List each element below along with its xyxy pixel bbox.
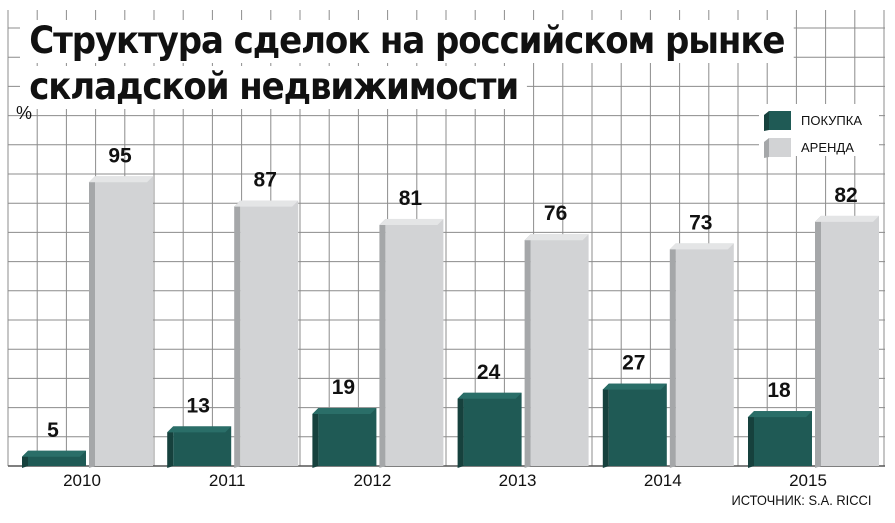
- bar-purchase-top: [748, 411, 812, 418]
- x-tick-label-background: [782, 469, 834, 491]
- bar-rent-side: [815, 215, 821, 468]
- bar-purchase-top: [167, 426, 232, 433]
- bar-rent-side: [234, 200, 241, 468]
- data-label-purchase: 24: [477, 361, 501, 384]
- bar-rent-top: [89, 176, 153, 183]
- data-labels: 5 95 13 87 19 81 24 76 27 73 18 82: [47, 144, 858, 442]
- x-tick-label-background: [491, 469, 544, 491]
- bar-rent-top: [234, 200, 299, 207]
- bar-purchase-top: [602, 383, 667, 390]
- data-label-purchase: 18: [767, 379, 791, 402]
- x-tick-label: 2015: [789, 471, 827, 490]
- data-label-purchase: 5: [47, 419, 59, 442]
- bar-rent-side: [379, 218, 386, 468]
- bar-rent-front: [530, 234, 589, 466]
- bar-rent-top: [524, 234, 589, 241]
- legend-label: АРЕНДА: [801, 140, 854, 155]
- legend-label: ПОКУПКА: [801, 113, 862, 128]
- x-tick-label-background: [56, 469, 108, 491]
- x-tick-label-background: [636, 469, 689, 491]
- bar-rent-front: [675, 243, 734, 466]
- bar-purchase-front: [754, 411, 812, 466]
- bar-rent-top: [669, 243, 734, 250]
- legend-swatch-side: [764, 138, 769, 158]
- bar-rent-front: [821, 215, 879, 466]
- data-label-purchase: 19: [332, 376, 355, 399]
- bar-rent-front: [240, 200, 299, 466]
- chart-title-line-2: складской недвижимости: [20, 66, 528, 109]
- bar-purchase-side: [748, 411, 754, 468]
- x-tick-label: 2013: [499, 471, 537, 490]
- data-label-rent: 76: [544, 202, 567, 225]
- bar-rent-side: [524, 234, 531, 468]
- data-label-rent: 81: [399, 187, 423, 210]
- data-label-rent: 82: [834, 184, 857, 207]
- bar-rent-side: [89, 176, 95, 468]
- bar-rent-front: [385, 218, 444, 466]
- y-axis-unit-label: %: [16, 103, 33, 123]
- bar-purchase-side: [457, 392, 464, 468]
- x-tick-label: 2010: [63, 471, 101, 490]
- bar-purchase-side: [602, 383, 609, 468]
- data-label-purchase: 13: [187, 394, 210, 417]
- bars: [22, 176, 879, 468]
- chart-title-line-1: Структура сделок на российском рынке: [20, 20, 794, 63]
- bar-rent-front: [95, 176, 153, 466]
- x-tick-label: 2011: [209, 471, 246, 490]
- x-axis-ticks: 2010 2011 2012 2013 2014 2015: [56, 469, 834, 491]
- bar-purchase-front: [608, 383, 667, 466]
- bar-rent-side: [669, 243, 676, 468]
- x-tick-label-background: [201, 469, 254, 491]
- bar-purchase-top: [22, 450, 86, 457]
- legend: ПОКУПКА АРЕНДА: [759, 104, 879, 158]
- data-label-rent: 87: [254, 169, 277, 192]
- x-tick-label-background: [346, 469, 399, 491]
- bar-rent-top: [379, 218, 444, 225]
- source-note: ИСТОЧНИК: S.A. RICCI: [727, 492, 875, 508]
- x-tick-label: 2014: [644, 471, 682, 490]
- x-tick-label: 2012: [353, 471, 391, 490]
- legend-swatch-side: [764, 111, 769, 131]
- bar-purchase-front: [173, 426, 232, 466]
- bar-purchase-front: [463, 392, 522, 466]
- bar-purchase-side: [312, 408, 319, 468]
- bar-purchase-top: [312, 408, 377, 415]
- data-label-rent: 73: [689, 211, 712, 234]
- bar-rent-top: [815, 215, 879, 222]
- bar-purchase-top: [457, 392, 522, 399]
- data-label-purchase: 27: [622, 352, 645, 375]
- legend-swatch: [769, 111, 791, 130]
- legend-swatch: [769, 138, 791, 157]
- bar-purchase-side: [167, 426, 174, 468]
- data-label-rent: 95: [108, 144, 132, 167]
- bar-purchase-front: [318, 408, 377, 466]
